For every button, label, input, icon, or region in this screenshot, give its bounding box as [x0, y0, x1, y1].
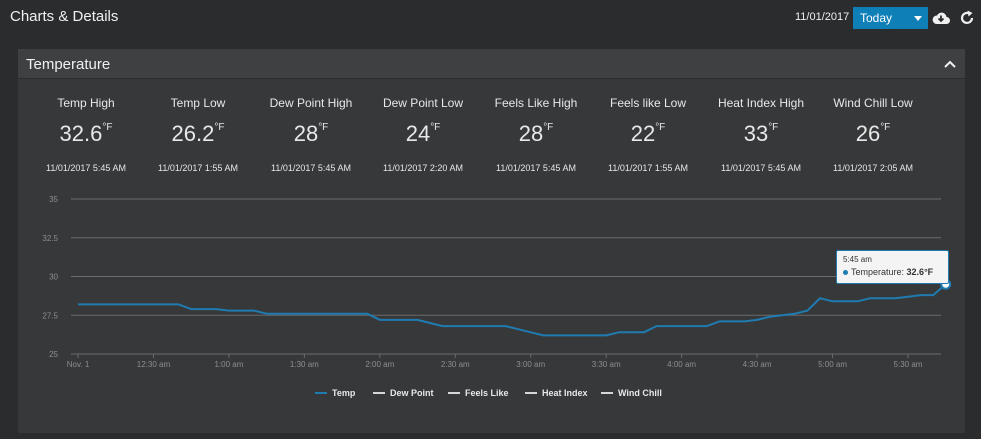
tooltip-time: 5:45 am [843, 255, 872, 264]
x-tick-label: 5:30 am [894, 360, 923, 369]
y-tick-label: 27.5 [42, 311, 58, 320]
x-tick-label: 2:30 am [441, 360, 470, 369]
x-tick-label: 12:30 am [137, 360, 171, 369]
stat-value: 26.2°F [171, 121, 225, 146]
stat-label: Temp High [57, 96, 115, 110]
stat-dew-point-low: Dew Point Low 24°F 11/01/2017 2:20 AM [367, 96, 479, 173]
series-line-temp [78, 283, 947, 337]
legend-item: Temp [332, 388, 356, 398]
y-tick-label: 32.5 [42, 234, 58, 243]
temperature-panel: Temperature Temp High 32.6°F 11/01/2017 … [18, 49, 965, 433]
stat-wind-chill-low: Wind Chill Low 26°F 11/01/2017 2:05 AM [817, 96, 929, 173]
refresh-icon[interactable] [958, 9, 978, 27]
stat-value: 32.6°F [59, 121, 113, 146]
x-tick-label: 1:00 am [214, 360, 243, 369]
stat-value: 33°F [743, 121, 779, 146]
caret-down-icon [914, 16, 922, 21]
x-tick-label: 2:00 am [365, 360, 394, 369]
stat-label: Temp Low [170, 96, 226, 110]
stat-temp-high: Temp High 32.6°F 11/01/2017 5:45 AM [30, 96, 142, 173]
x-tick-label: 5:00 am [818, 360, 847, 369]
legend-item: Feels Like [465, 388, 509, 398]
stat-time: 11/01/2017 1:55 AM [158, 163, 238, 173]
stat-time: 11/01/2017 5:45 AM [496, 163, 576, 173]
x-tick-label: Nov. 1 [67, 360, 90, 369]
chevron-up-icon[interactable] [943, 57, 957, 69]
stat-time: 11/01/2017 2:20 AM [383, 163, 463, 173]
stat-feels-like-high: Feels Like High 28°F 11/01/2017 5:45 AM [480, 96, 592, 173]
tooltip-row: Temperature: 32.6°F [843, 267, 942, 277]
legend-item: Dew Point [390, 388, 434, 398]
chart-tooltip: 5:45 am Temperature: 32.6°F [836, 250, 949, 284]
stat-value: 28°F [518, 121, 554, 146]
stat-label: Dew Point Low [382, 96, 464, 110]
x-tick-label: 4:00 am [667, 360, 696, 369]
stat-time: 11/01/2017 5:45 AM [46, 163, 126, 173]
stat-dew-point-high: Dew Point High 28°F 11/01/2017 5:45 AM [255, 96, 367, 173]
stat-feels-like-low: Feels like Low 22°F 11/01/2017 1:55 AM [592, 96, 704, 173]
range-select-value: Today [860, 11, 893, 25]
y-tick-label: 25 [49, 350, 58, 359]
stat-heat-index-high: Heat Index High 33°F 11/01/2017 5:45 AM [705, 96, 817, 173]
x-tick-label: 3:00 am [516, 360, 545, 369]
range-select[interactable]: Today [853, 7, 928, 29]
panel-title: Temperature [26, 56, 111, 73]
series-dot [843, 270, 848, 276]
page-title: Charts & Details [10, 8, 119, 25]
stat-label: Dew Point High [269, 96, 353, 110]
y-tick-label: 35 [49, 195, 58, 204]
current-date: 11/01/2017 [795, 11, 850, 23]
stat-value: 28°F [293, 121, 329, 146]
y-tick-label: 30 [49, 273, 58, 282]
stat-label: Wind Chill Low [833, 96, 913, 110]
stat-time: 11/01/2017 5:45 AM [721, 163, 801, 173]
stat-temp-low: Temp Low 26.2°F 11/01/2017 1:55 AM [142, 96, 254, 173]
top-bar: Charts & Details 11/01/2017 Today [0, 0, 981, 36]
panel-header: Temperature [18, 49, 965, 79]
stat-value: 22°F [630, 121, 666, 146]
cloud-download-icon[interactable] [931, 9, 951, 27]
stat-label: Feels like Low [609, 96, 687, 110]
x-tick-label: 4:30 am [743, 360, 772, 369]
x-tick-label: 3:30 am [592, 360, 621, 369]
x-tick-label: 1:30 am [290, 360, 319, 369]
stat-time: 11/01/2017 5:45 AM [271, 163, 351, 173]
stat-value: 24°F [405, 121, 441, 146]
stat-time: 11/01/2017 1:55 AM [608, 163, 688, 173]
stat-value: 26°F [855, 121, 891, 146]
legend-item: Wind Chill [618, 388, 662, 398]
stat-time: 11/01/2017 2:05 AM [833, 163, 913, 173]
stat-label: Feels Like High [494, 96, 578, 110]
stat-label: Heat Index High [717, 96, 805, 110]
legend-item: Heat Index [542, 388, 588, 398]
